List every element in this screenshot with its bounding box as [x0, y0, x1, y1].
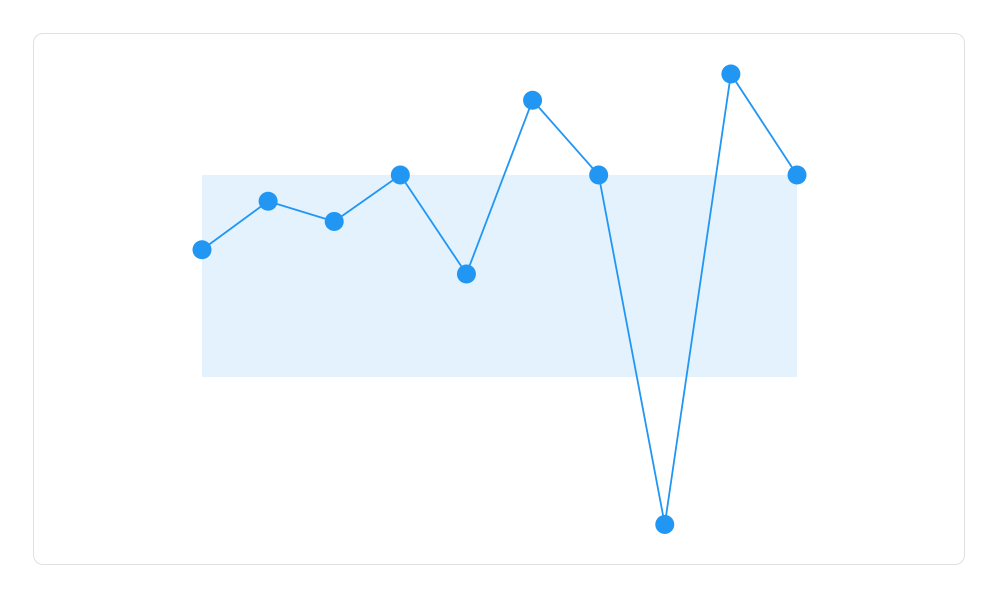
series-line	[201, 71, 798, 525]
data-point	[258, 191, 278, 211]
data-point	[787, 165, 807, 185]
data-point	[192, 240, 212, 260]
reference-band	[202, 175, 797, 377]
data-point	[324, 211, 344, 231]
data-point	[523, 90, 543, 110]
data-point	[589, 165, 609, 185]
data-point	[721, 64, 741, 84]
data-point	[456, 264, 476, 284]
data-point	[655, 514, 675, 534]
data-point	[390, 165, 410, 185]
